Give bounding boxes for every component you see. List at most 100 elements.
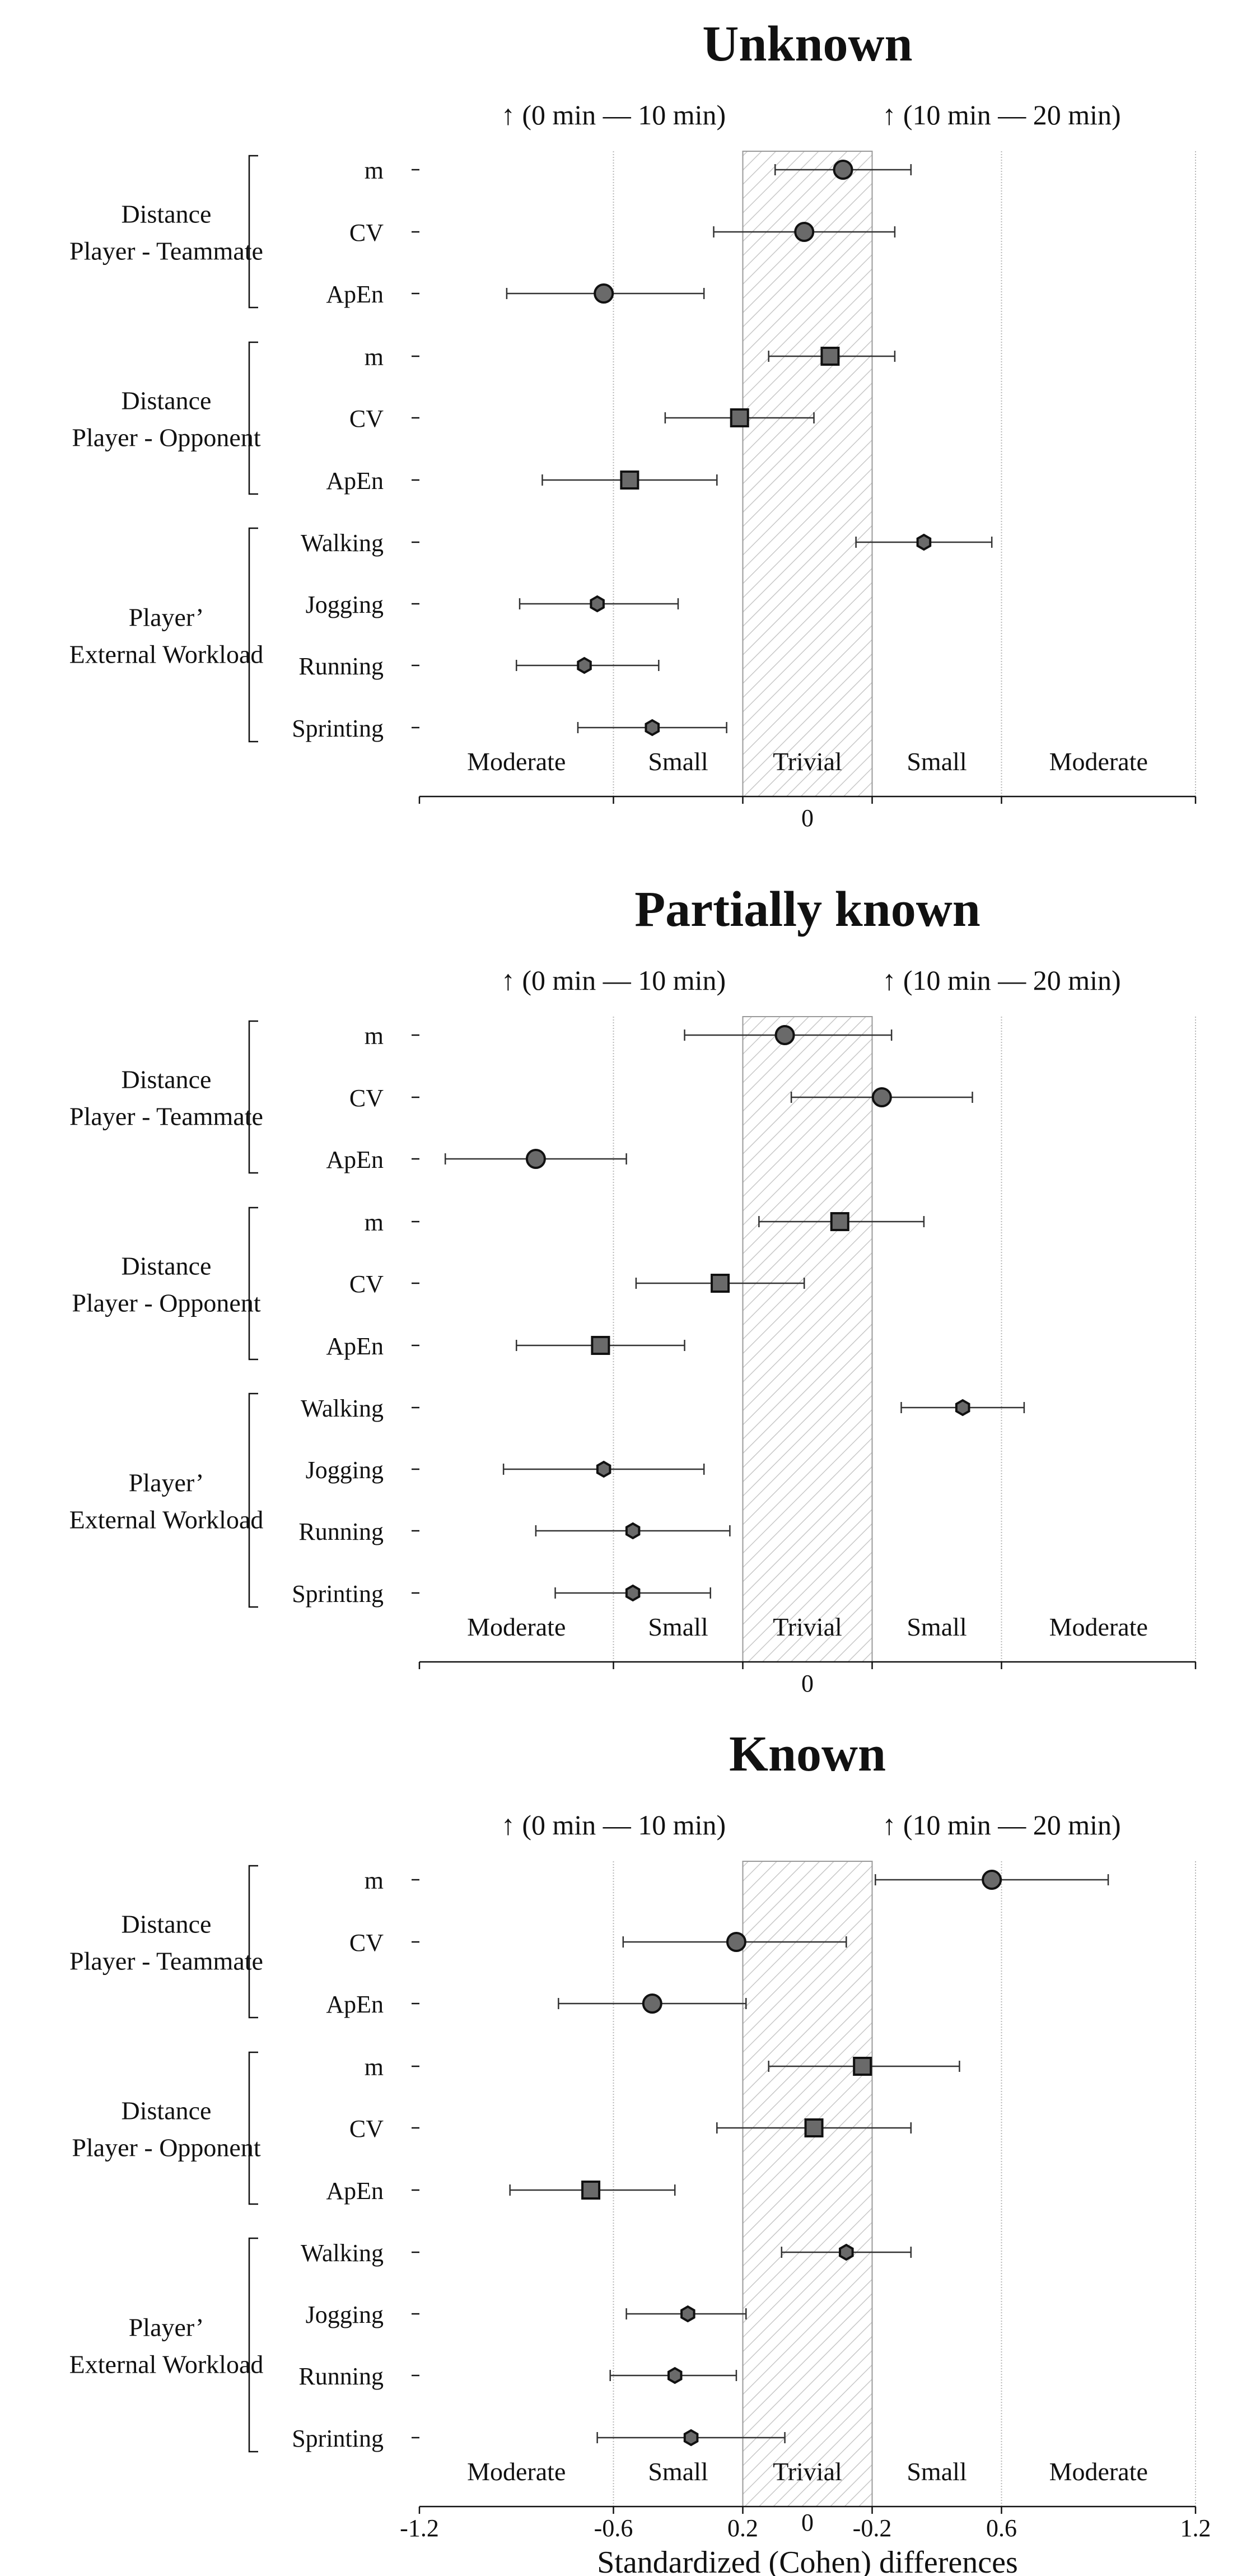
- row-label: m: [365, 157, 384, 184]
- row-label: ApEn: [326, 1333, 384, 1360]
- point-marker-hexagon: [680, 2305, 695, 2323]
- point-marker-square: [581, 2181, 601, 2200]
- zone-label: Small: [648, 747, 708, 776]
- direction-label: ↑ (0 min — 10 min): [501, 1809, 726, 1841]
- row-label: m: [365, 343, 384, 371]
- row-label: CV: [349, 219, 384, 246]
- group-label: Distance: [122, 386, 212, 415]
- group-label: Player - Teammate: [69, 1947, 263, 1976]
- group-label: Player - Teammate: [69, 1102, 263, 1131]
- point-marker-square: [620, 471, 639, 490]
- trivial-zone: [742, 1016, 873, 1662]
- row-label: Walking: [301, 2239, 384, 2267]
- group-label: Distance: [122, 200, 212, 229]
- x-axis-title: Standardized (Cohen) differences: [597, 2545, 1018, 2576]
- zone-label: Moderate: [467, 747, 566, 776]
- zone-label: Small: [648, 2457, 708, 2486]
- panel-title: Unknown: [702, 16, 912, 72]
- row-label: m: [365, 2053, 384, 2081]
- row-label: Sprinting: [292, 1580, 384, 1608]
- point-marker-circle: [833, 160, 853, 180]
- row-label: CV: [349, 2115, 384, 2142]
- group-bracket: [248, 155, 258, 309]
- x-tick-label: 1.2: [1180, 2514, 1211, 2542]
- group-label: Distance: [122, 1910, 212, 1939]
- point-marker-square: [711, 1274, 730, 1293]
- x-tick-label: -0.6: [594, 2514, 633, 2542]
- row-label: Walking: [301, 529, 384, 557]
- row-label: ApEn: [326, 467, 384, 495]
- group-label: Player - Opponent: [72, 2134, 260, 2162]
- group-bracket: [248, 2051, 258, 2205]
- x-tick-label: 0.2: [727, 2514, 758, 2542]
- x-tick-label: -1.2: [400, 2514, 439, 2542]
- group-bracket: [248, 2237, 258, 2453]
- row-label: m: [365, 1022, 384, 1050]
- panel-known: Known↑ (0 min — 10 min) ↑ (10 min — 20 mi…: [69, 1726, 1211, 2576]
- point-marker-hexagon: [590, 595, 605, 613]
- point-marker-hexagon: [667, 2367, 683, 2384]
- panel-partially-known: Partially known ↑ (0 min — 10 min) ↑ (10 m…: [69, 882, 1197, 1697]
- group-label: Distance: [122, 1252, 212, 1280]
- point-marker-square: [830, 1212, 849, 1231]
- group-label: Player’: [129, 1469, 204, 1497]
- row-label: CV: [349, 405, 384, 432]
- trivial-zone: [742, 151, 873, 797]
- x-tick-label: 0: [801, 804, 814, 832]
- group-label: External Workload: [69, 2350, 264, 2379]
- zone-label: Moderate: [1049, 2457, 1148, 2486]
- x-tick-label: 0: [801, 1670, 814, 1697]
- row-label: Running: [298, 2363, 384, 2390]
- direction-label: ↑ (0 min — 10 min): [501, 965, 726, 996]
- row-label: ApEn: [326, 1991, 384, 2018]
- direction-label: ↑ (0 min — 10 min): [501, 99, 726, 131]
- row-label: m: [365, 1867, 384, 1894]
- point-marker-hexagon: [683, 2429, 699, 2447]
- group-label: Player - Opponent: [72, 423, 260, 452]
- row-label: ApEn: [326, 281, 384, 308]
- group-bracket: [248, 1392, 258, 1608]
- zone-label: Small: [907, 2457, 966, 2486]
- zone-label: Small: [907, 747, 966, 776]
- zone-label: Moderate: [467, 2457, 566, 2486]
- panel-title: Partially known: [634, 882, 980, 937]
- point-marker-hexagon: [916, 533, 932, 551]
- point-marker-hexagon: [577, 656, 592, 674]
- zone-label: Trivial: [773, 2457, 842, 2486]
- group-label: External Workload: [69, 640, 264, 669]
- point-marker-square: [804, 2118, 824, 2137]
- row-label: m: [365, 1209, 384, 1236]
- row-label: ApEn: [326, 2177, 384, 2205]
- direction-label: ↑ (10 min — 20 min): [882, 99, 1120, 131]
- zone-label: Small: [648, 1613, 708, 1641]
- point-marker-circle: [726, 1932, 746, 1952]
- row-label: Jogging: [306, 1456, 384, 1484]
- x-tick-label: -0.2: [853, 2514, 892, 2542]
- zone-label: Moderate: [1049, 1613, 1148, 1641]
- group-label: Distance: [122, 2097, 212, 2125]
- x-tick-label: 0: [801, 2509, 814, 2536]
- zone-label: Moderate: [467, 1613, 566, 1641]
- point-marker-hexagon: [625, 1522, 641, 1540]
- point-marker-circle: [794, 222, 815, 242]
- row-label: Jogging: [306, 2301, 384, 2328]
- panel-unknown: Unknown ↑ (0 min — 10 min) ↑ (10 min — 20 …: [69, 16, 1197, 832]
- row-label: CV: [349, 1929, 384, 1957]
- row-label: Sprinting: [292, 2425, 384, 2452]
- point-marker-circle: [642, 1993, 662, 2014]
- group-bracket: [248, 527, 258, 743]
- point-marker-square: [853, 2057, 872, 2076]
- direction-label: ↑ (10 min — 20 min): [882, 965, 1120, 996]
- row-label: Jogging: [306, 591, 384, 618]
- zone-label: Trivial: [773, 1613, 842, 1641]
- point-marker-square: [591, 1336, 610, 1355]
- point-marker-hexagon: [839, 2243, 854, 2261]
- point-marker-square: [820, 347, 840, 366]
- x-tick-label: 0.6: [986, 2514, 1017, 2542]
- row-label: Running: [298, 1518, 384, 1545]
- group-label: Player’: [129, 603, 204, 632]
- row-label: CV: [349, 1270, 384, 1298]
- group-label: External Workload: [69, 1506, 264, 1534]
- direction-label: ↑ (10 min — 20 min): [882, 1809, 1120, 1841]
